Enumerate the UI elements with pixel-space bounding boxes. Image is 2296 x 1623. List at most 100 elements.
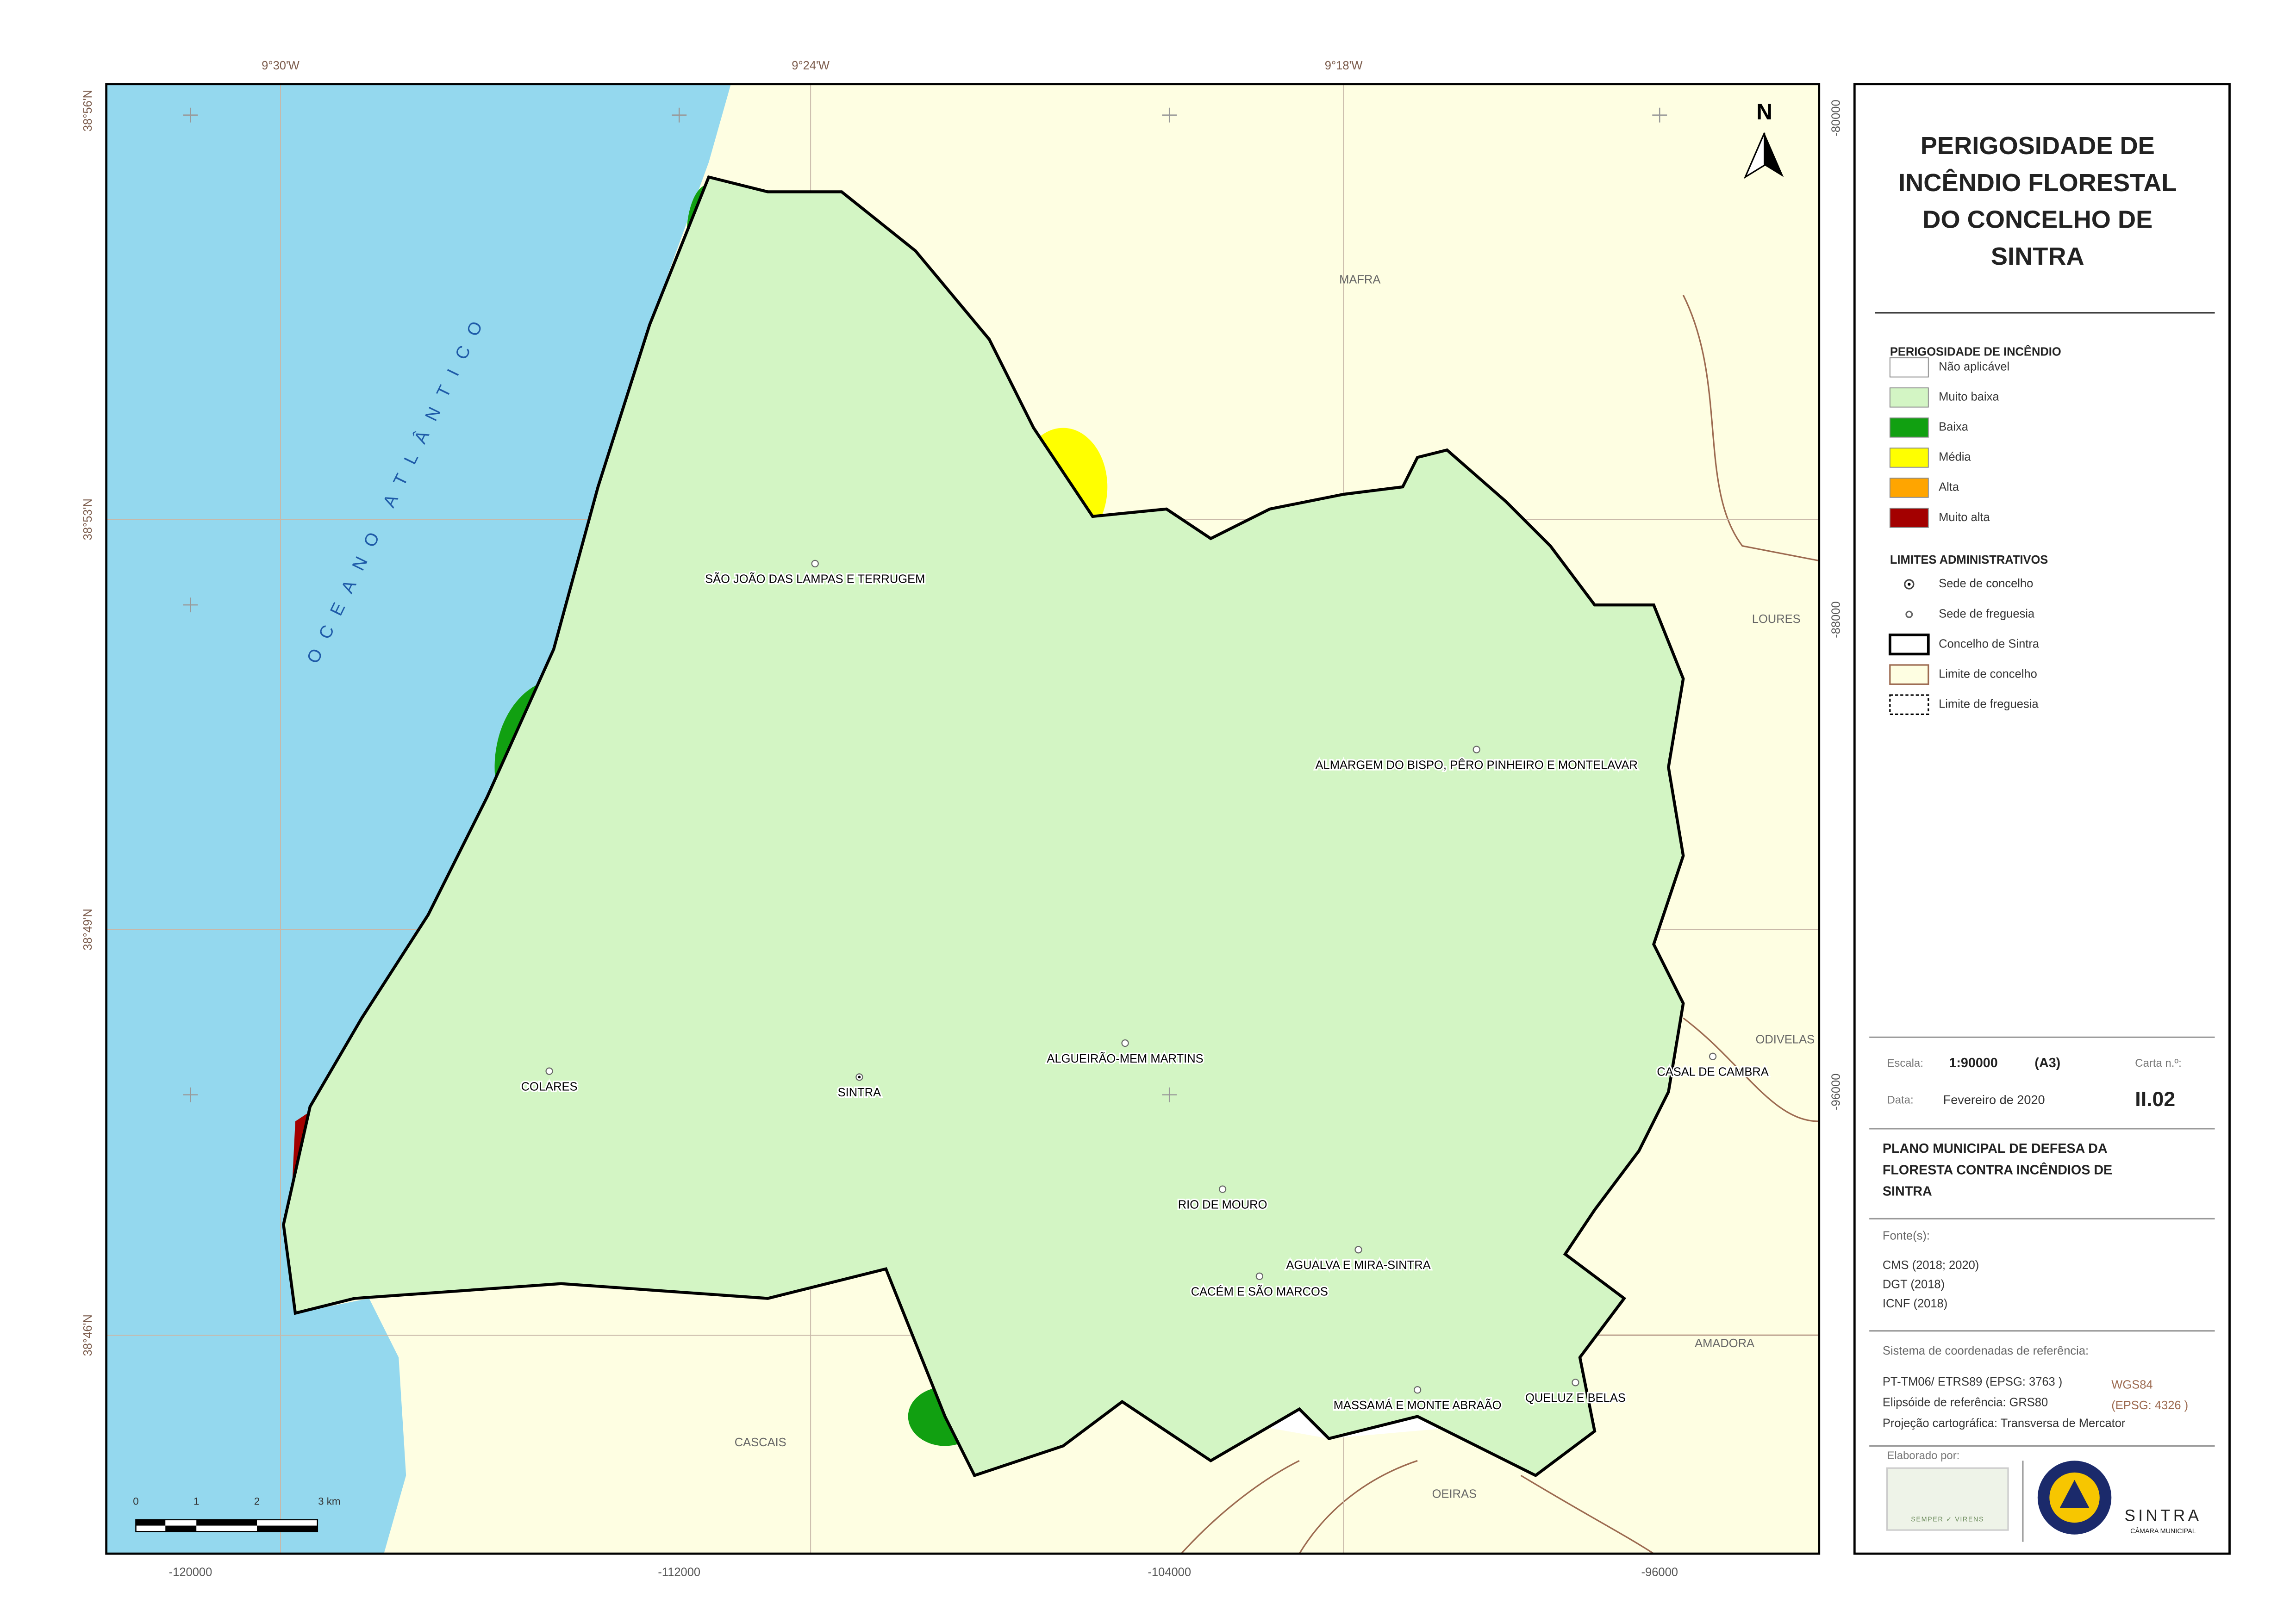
title: INCÊNDIO FLORESTAL bbox=[1898, 168, 2177, 197]
lat-label: 38°56'N bbox=[81, 90, 94, 131]
side-panel bbox=[1853, 83, 2231, 1555]
logo-text: SEMPER ✓ VIRENS bbox=[1911, 1516, 1984, 1524]
scale-bar-label: 0 bbox=[133, 1495, 138, 1507]
place-label: RIO DE MOURO bbox=[1178, 1198, 1267, 1211]
place-dot bbox=[545, 1067, 553, 1075]
neighbour-label: AMADORA bbox=[1695, 1337, 1754, 1350]
sheet-number: II.02 bbox=[2135, 1088, 2175, 1111]
grid-y-label: -88000 bbox=[1830, 601, 1843, 638]
legend-label: Limite de freguesia bbox=[1939, 697, 2039, 710]
neighbour-label: OEIRAS bbox=[1432, 1487, 1477, 1500]
info-label: Data: bbox=[1887, 1094, 1913, 1107]
lat-label: 38°46'N bbox=[81, 1314, 94, 1356]
neighbour-label: MAFRA bbox=[1339, 273, 1380, 286]
place-dot bbox=[1413, 1386, 1422, 1394]
place-label: ALMARGEM DO BISPO, PÊRO PINHEIRO E MONTE… bbox=[1316, 758, 1638, 771]
neighbour-label: ODIVELAS bbox=[1756, 1033, 1815, 1046]
legend-symbol bbox=[1889, 694, 1929, 715]
lon-label: 9°24'W bbox=[792, 59, 830, 72]
info-value: 1:90000 bbox=[1949, 1056, 1997, 1070]
neighbour-label: LOURES bbox=[1752, 613, 1801, 626]
place-dot bbox=[1255, 1272, 1263, 1280]
crs-alt: (EPSG: 4326 ) bbox=[2111, 1399, 2188, 1412]
crs: Projeção cartográfica: Transversa de Mer… bbox=[1883, 1417, 2126, 1430]
north-arrow bbox=[1743, 132, 1784, 179]
lat-label: 38°53'N bbox=[81, 498, 94, 540]
legend-label: Baixa bbox=[1939, 421, 1969, 434]
map bbox=[105, 83, 1821, 1555]
info-label: Sistema de coordenadas de referência: bbox=[1883, 1344, 2089, 1357]
place-label: QUELUZ E BELAS bbox=[1525, 1392, 1626, 1405]
legend-label: Limite de concelho bbox=[1939, 667, 2037, 680]
scale-bar bbox=[135, 1519, 318, 1532]
legend-heading: LIMITES ADMINISTRATIVOS bbox=[1890, 553, 2048, 566]
plan-title: PLANO MUNICIPAL DE DEFESA DA bbox=[1883, 1141, 2108, 1156]
crs-alt: WGS84 bbox=[2111, 1378, 2152, 1391]
legend-symbol bbox=[1889, 664, 1929, 685]
source: CMS (2018; 2020) bbox=[1883, 1259, 1979, 1272]
legend-swatch bbox=[1889, 357, 1929, 378]
logo-text: SINTRA bbox=[2124, 1507, 2202, 1525]
place-label: CASAL DE CAMBRA bbox=[1657, 1066, 1768, 1079]
title: DO CONCELHO DE bbox=[1922, 206, 2152, 234]
legend-swatch bbox=[1889, 387, 1929, 408]
neighbour-label: CASCAIS bbox=[735, 1436, 786, 1449]
legend-symbol bbox=[1905, 610, 1913, 618]
title: PERIGOSIDADE DE bbox=[1921, 132, 2155, 160]
legend-swatch bbox=[1889, 478, 1929, 498]
north-label: N bbox=[1756, 100, 1772, 124]
legend-symbol bbox=[1888, 634, 1930, 656]
info-value: (A3) bbox=[2034, 1056, 2060, 1070]
place-label: ALGUEIRÃO-MEM MARTINS bbox=[1047, 1052, 1203, 1065]
crs: PT-TM06/ ETRS89 (EPSG: 3763 ) bbox=[1883, 1375, 2062, 1388]
info-label: Escala: bbox=[1887, 1057, 1923, 1070]
legend-label: Média bbox=[1939, 451, 1971, 464]
place-dot bbox=[1572, 1379, 1579, 1387]
legend-label: Sede de concelho bbox=[1939, 577, 2033, 590]
legend-symbol bbox=[1908, 583, 1911, 586]
grid-x-label: -120000 bbox=[169, 1566, 212, 1579]
info-label: Elaborado por: bbox=[1887, 1449, 1959, 1462]
lon-label: 9°30'W bbox=[262, 59, 299, 72]
legend-swatch bbox=[1889, 508, 1929, 528]
legend-swatch bbox=[1889, 448, 1929, 468]
crs: Elipsóide de referência: GRS80 bbox=[1883, 1396, 2048, 1409]
place-dot bbox=[1121, 1039, 1129, 1047]
seat-dot bbox=[858, 1076, 861, 1079]
legend-heading: PERIGOSIDADE DE INCÊNDIO bbox=[1890, 345, 2061, 359]
place-dot bbox=[1709, 1052, 1717, 1060]
place-label: COLARES bbox=[521, 1080, 578, 1093]
info-label: Fonte(s): bbox=[1883, 1229, 1930, 1242]
legend-label: Alta bbox=[1939, 481, 1959, 494]
place-dot bbox=[1472, 746, 1480, 753]
legend-label: Concelho de Sintra bbox=[1939, 637, 2040, 650]
info-value: Fevereiro de 2020 bbox=[1943, 1093, 2045, 1107]
legend-label: Sede de freguesia bbox=[1939, 607, 2035, 620]
map-frame bbox=[105, 83, 1821, 1555]
grid-y-label: -80000 bbox=[1830, 99, 1843, 136]
place-label: CACÉM E SÃO MARCOS bbox=[1191, 1285, 1328, 1299]
legend-label: Muito alta bbox=[1939, 511, 1990, 524]
grid-x-label: -112000 bbox=[658, 1566, 700, 1579]
title: SINTRA bbox=[1991, 243, 2084, 270]
place-label: AGUALVA E MIRA-SINTRA bbox=[1286, 1259, 1430, 1272]
place-label: MASSAMÁ E MONTE ABRAÃO bbox=[1334, 1399, 1502, 1412]
legend-label: Muito baixa bbox=[1939, 391, 1999, 404]
legend-swatch bbox=[1889, 417, 1929, 438]
source: DGT (2018) bbox=[1883, 1278, 1945, 1291]
scale-bar-label: 1 bbox=[193, 1495, 199, 1507]
scale-bar-label: 2 bbox=[254, 1495, 260, 1507]
ocean bbox=[106, 84, 731, 1554]
grid-y-label: -96000 bbox=[1830, 1074, 1843, 1110]
logo-text: CÂMARA MUNICIPAL bbox=[2130, 1527, 2196, 1535]
grid-x-label: -104000 bbox=[1148, 1566, 1191, 1579]
source: ICNF (2018) bbox=[1883, 1297, 1947, 1310]
place-label: SÃO JOÃO DAS LAMPAS E TERRUGEM bbox=[705, 572, 925, 586]
place-label: SINTRA bbox=[838, 1086, 881, 1099]
grid-x-label: -96000 bbox=[1641, 1566, 1678, 1579]
info-label: Carta n.º: bbox=[2135, 1057, 2181, 1070]
place-dot bbox=[1218, 1185, 1227, 1193]
plan-title: FLORESTA CONTRA INCÊNDIOS DE bbox=[1883, 1162, 2112, 1177]
